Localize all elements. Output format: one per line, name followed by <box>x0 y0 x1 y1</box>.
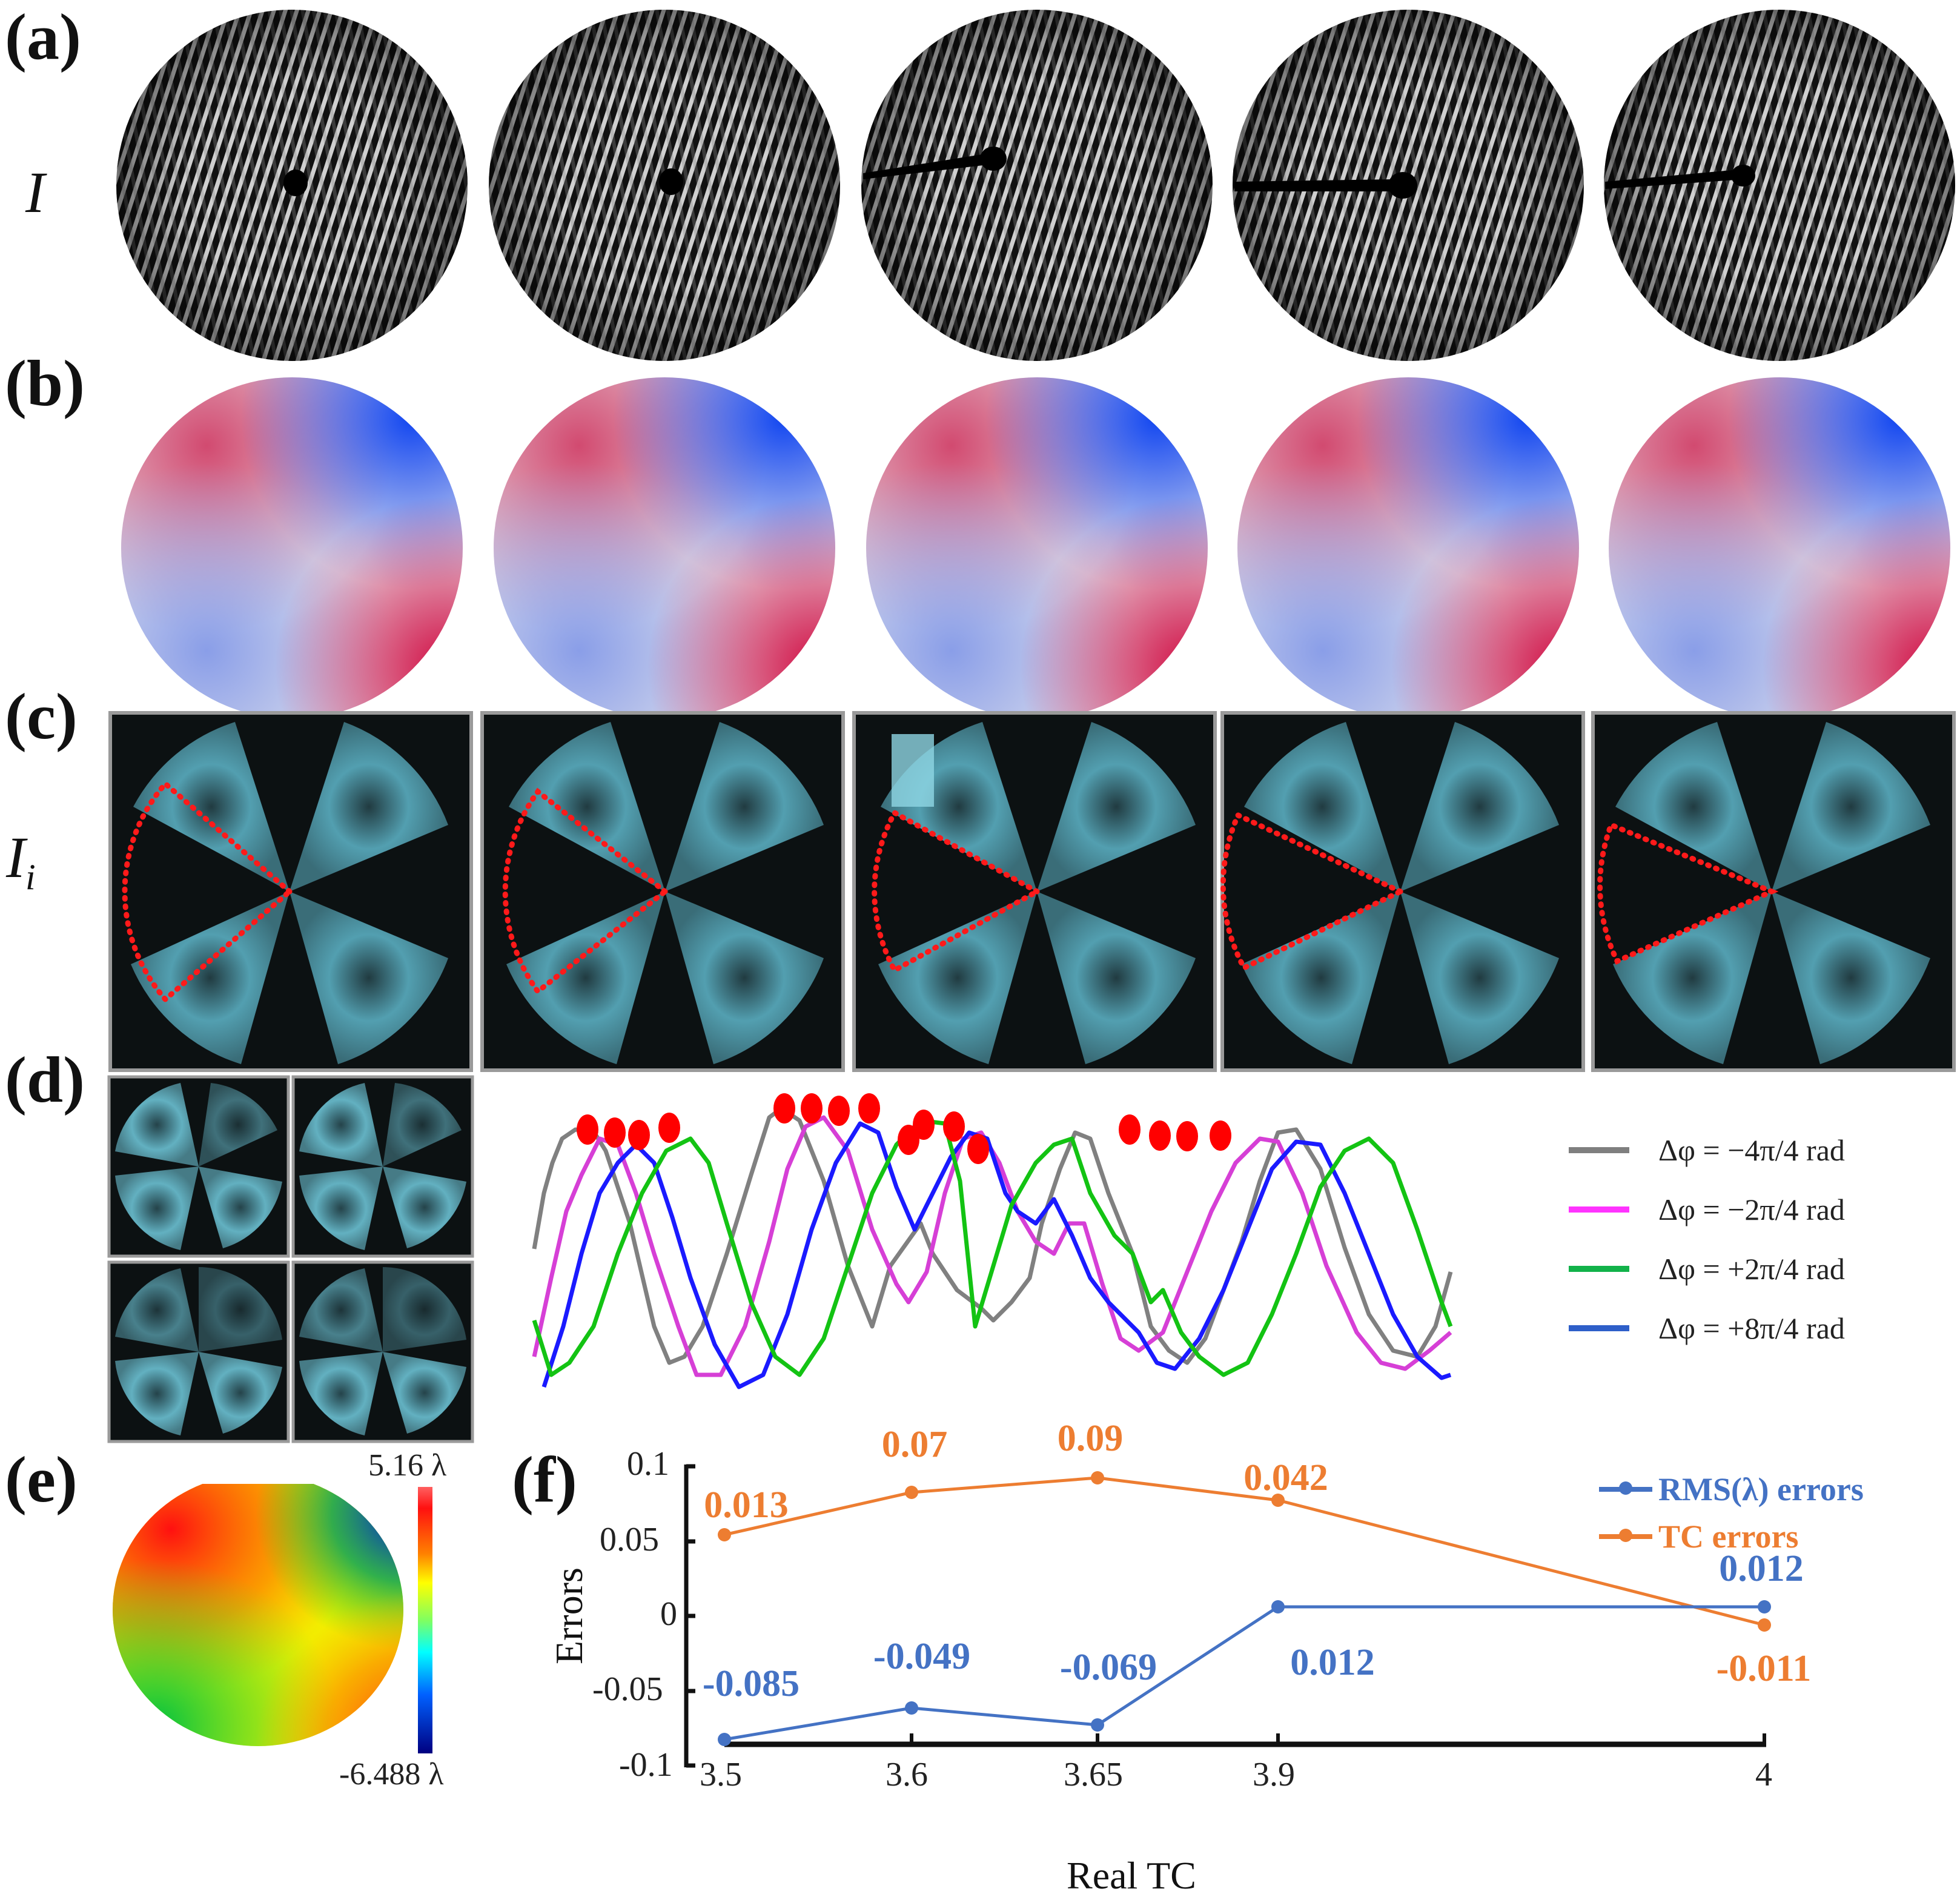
y-tick-neg-0.05: -0.05 <box>592 1670 663 1708</box>
x-tick-3.5: 3.5 <box>700 1756 742 1793</box>
petal-image-2 <box>480 711 845 1072</box>
interferogram-1 <box>116 10 468 361</box>
x-tick-3.9: 3.9 <box>1253 1756 1295 1793</box>
phase-map-1 <box>121 377 463 719</box>
phase-shifted-image-1 <box>107 1075 290 1258</box>
legend-item-minus-4pi: Δφ = −4π/4 rad <box>1569 1120 1956 1180</box>
data-label-rms-3.9: 0.012 <box>1290 1642 1375 1683</box>
data-label-tc-3.5: 0.013 <box>704 1484 789 1526</box>
row-d-phase-shifted-grid <box>107 1075 474 1443</box>
x-tick-4: 4 <box>1755 1756 1772 1793</box>
red-dotted-sector <box>122 779 294 1004</box>
panel-label-a: (a) <box>5 1 81 73</box>
legend-item-plus-8pi: Δφ = +8π/4 rad <box>1569 1299 1956 1358</box>
row-symbol-main: I <box>6 825 25 890</box>
interferogram-3 <box>861 10 1213 361</box>
waveform-legend: Δφ = −4π/4 rad Δφ = −2π/4 rad Δφ = +2π/4… <box>1569 1120 1956 1358</box>
legend-swatch-blue <box>1569 1325 1629 1331</box>
phase-shifted-image-3 <box>107 1260 290 1443</box>
row-symbol-intensity-i: Ii <box>6 824 36 898</box>
y-tick-0: 0 <box>660 1595 677 1633</box>
waveform-blue <box>541 1121 1452 1389</box>
phase-shifted-image-2 <box>291 1075 474 1258</box>
colorbar <box>418 1487 432 1753</box>
errors-chart-legend: RMS(λ) errors TC errors <box>1599 1466 1864 1560</box>
panel-label-b: (b) <box>5 348 85 420</box>
reconstructed-wavefront <box>113 1484 403 1746</box>
data-label-tc-4: -0.011 <box>1716 1648 1812 1689</box>
red-dotted-sector <box>1597 821 1779 965</box>
data-label-rms-4: 0.012 <box>1719 1548 1804 1589</box>
y-tick-0.05: 0.05 <box>600 1521 659 1558</box>
phase-shifted-image-4 <box>291 1260 474 1443</box>
legend-item-plus-2pi: Δφ = +2π/4 rad <box>1569 1239 1956 1299</box>
legend-label-rms: RMS(λ) errors <box>1658 1471 1864 1508</box>
legend-label: Δφ = −2π/4 rad <box>1658 1193 1845 1226</box>
legend-item-minus-2pi: Δφ = −2π/4 rad <box>1569 1180 1956 1239</box>
legend-swatch-green <box>1569 1266 1629 1272</box>
legend-item-rms-errors: RMS(λ) errors <box>1599 1466 1864 1513</box>
interferogram-5 <box>1604 10 1955 361</box>
legend-item-tc-errors: TC errors <box>1599 1513 1864 1560</box>
data-label-rms-3.65: -0.069 <box>1059 1647 1157 1688</box>
x-tick-3.6: 3.6 <box>886 1756 928 1793</box>
data-label-tc-3.65: 0.09 <box>1057 1418 1124 1459</box>
y-tick-neg-0.1: -0.1 <box>619 1746 673 1784</box>
legend-swatch-gray <box>1569 1147 1629 1153</box>
row-b-phase-maps <box>121 377 1950 719</box>
panel-label-d: (d) <box>5 1044 85 1116</box>
line-marker-icon <box>1599 1481 1652 1495</box>
data-label-rms-3.6: -0.049 <box>873 1636 971 1677</box>
legend-label: Δφ = −4π/4 rad <box>1658 1133 1845 1167</box>
waveform-green <box>532 1118 1453 1377</box>
row-a-interferograms <box>116 10 1955 361</box>
colorbar-max-label: 5.16 λ <box>368 1448 447 1483</box>
petal-image-4 <box>1220 711 1585 1072</box>
red-dotted-sector <box>502 787 670 996</box>
peak-markers <box>577 1093 1231 1164</box>
petal-image-1 <box>108 711 473 1072</box>
red-dotted-sector <box>872 809 1043 975</box>
x-tick-3.65: 3.65 <box>1064 1756 1123 1793</box>
phase-map-4 <box>1237 377 1579 719</box>
row-d-intensity-waveforms <box>532 1093 1453 1389</box>
legend-label: Δφ = +2π/4 rad <box>1658 1252 1845 1286</box>
data-label-tc-3.9: 0.042 <box>1243 1457 1328 1498</box>
petal-image-5 <box>1591 711 1956 1072</box>
phase-map-5 <box>1609 377 1950 719</box>
row-symbol-subscript: i <box>25 857 36 898</box>
panel-label-e: (e) <box>5 1444 78 1516</box>
interferogram-4 <box>1233 10 1584 361</box>
phase-map-2 <box>494 377 835 719</box>
petal-image-3 <box>852 711 1217 1072</box>
phase-map-3 <box>866 377 1208 719</box>
legend-swatch-magenta <box>1569 1206 1629 1213</box>
colorbar-min-label: -6.488 λ <box>339 1757 444 1792</box>
y-tick-0.1: 0.1 <box>627 1445 669 1483</box>
legend-label: Δφ = +8π/4 rad <box>1658 1311 1845 1345</box>
panel-label-c: (c) <box>5 681 78 753</box>
data-label-tc-3.6: 0.07 <box>881 1424 948 1465</box>
y-axis-title: Errors <box>548 1567 591 1664</box>
red-dotted-sector <box>1220 811 1407 971</box>
line-marker-icon <box>1599 1529 1652 1542</box>
interferogram-2 <box>489 10 840 361</box>
data-label-rms-3.5: -0.085 <box>702 1663 800 1704</box>
x-axis-title: Real TC <box>1067 1854 1196 1897</box>
legend-label-tc: TC errors <box>1658 1518 1799 1555</box>
row-c-petal-patterns <box>108 711 1956 1072</box>
row-symbol-intensity: I <box>25 160 45 225</box>
panel-label-f: (f) <box>512 1444 577 1516</box>
